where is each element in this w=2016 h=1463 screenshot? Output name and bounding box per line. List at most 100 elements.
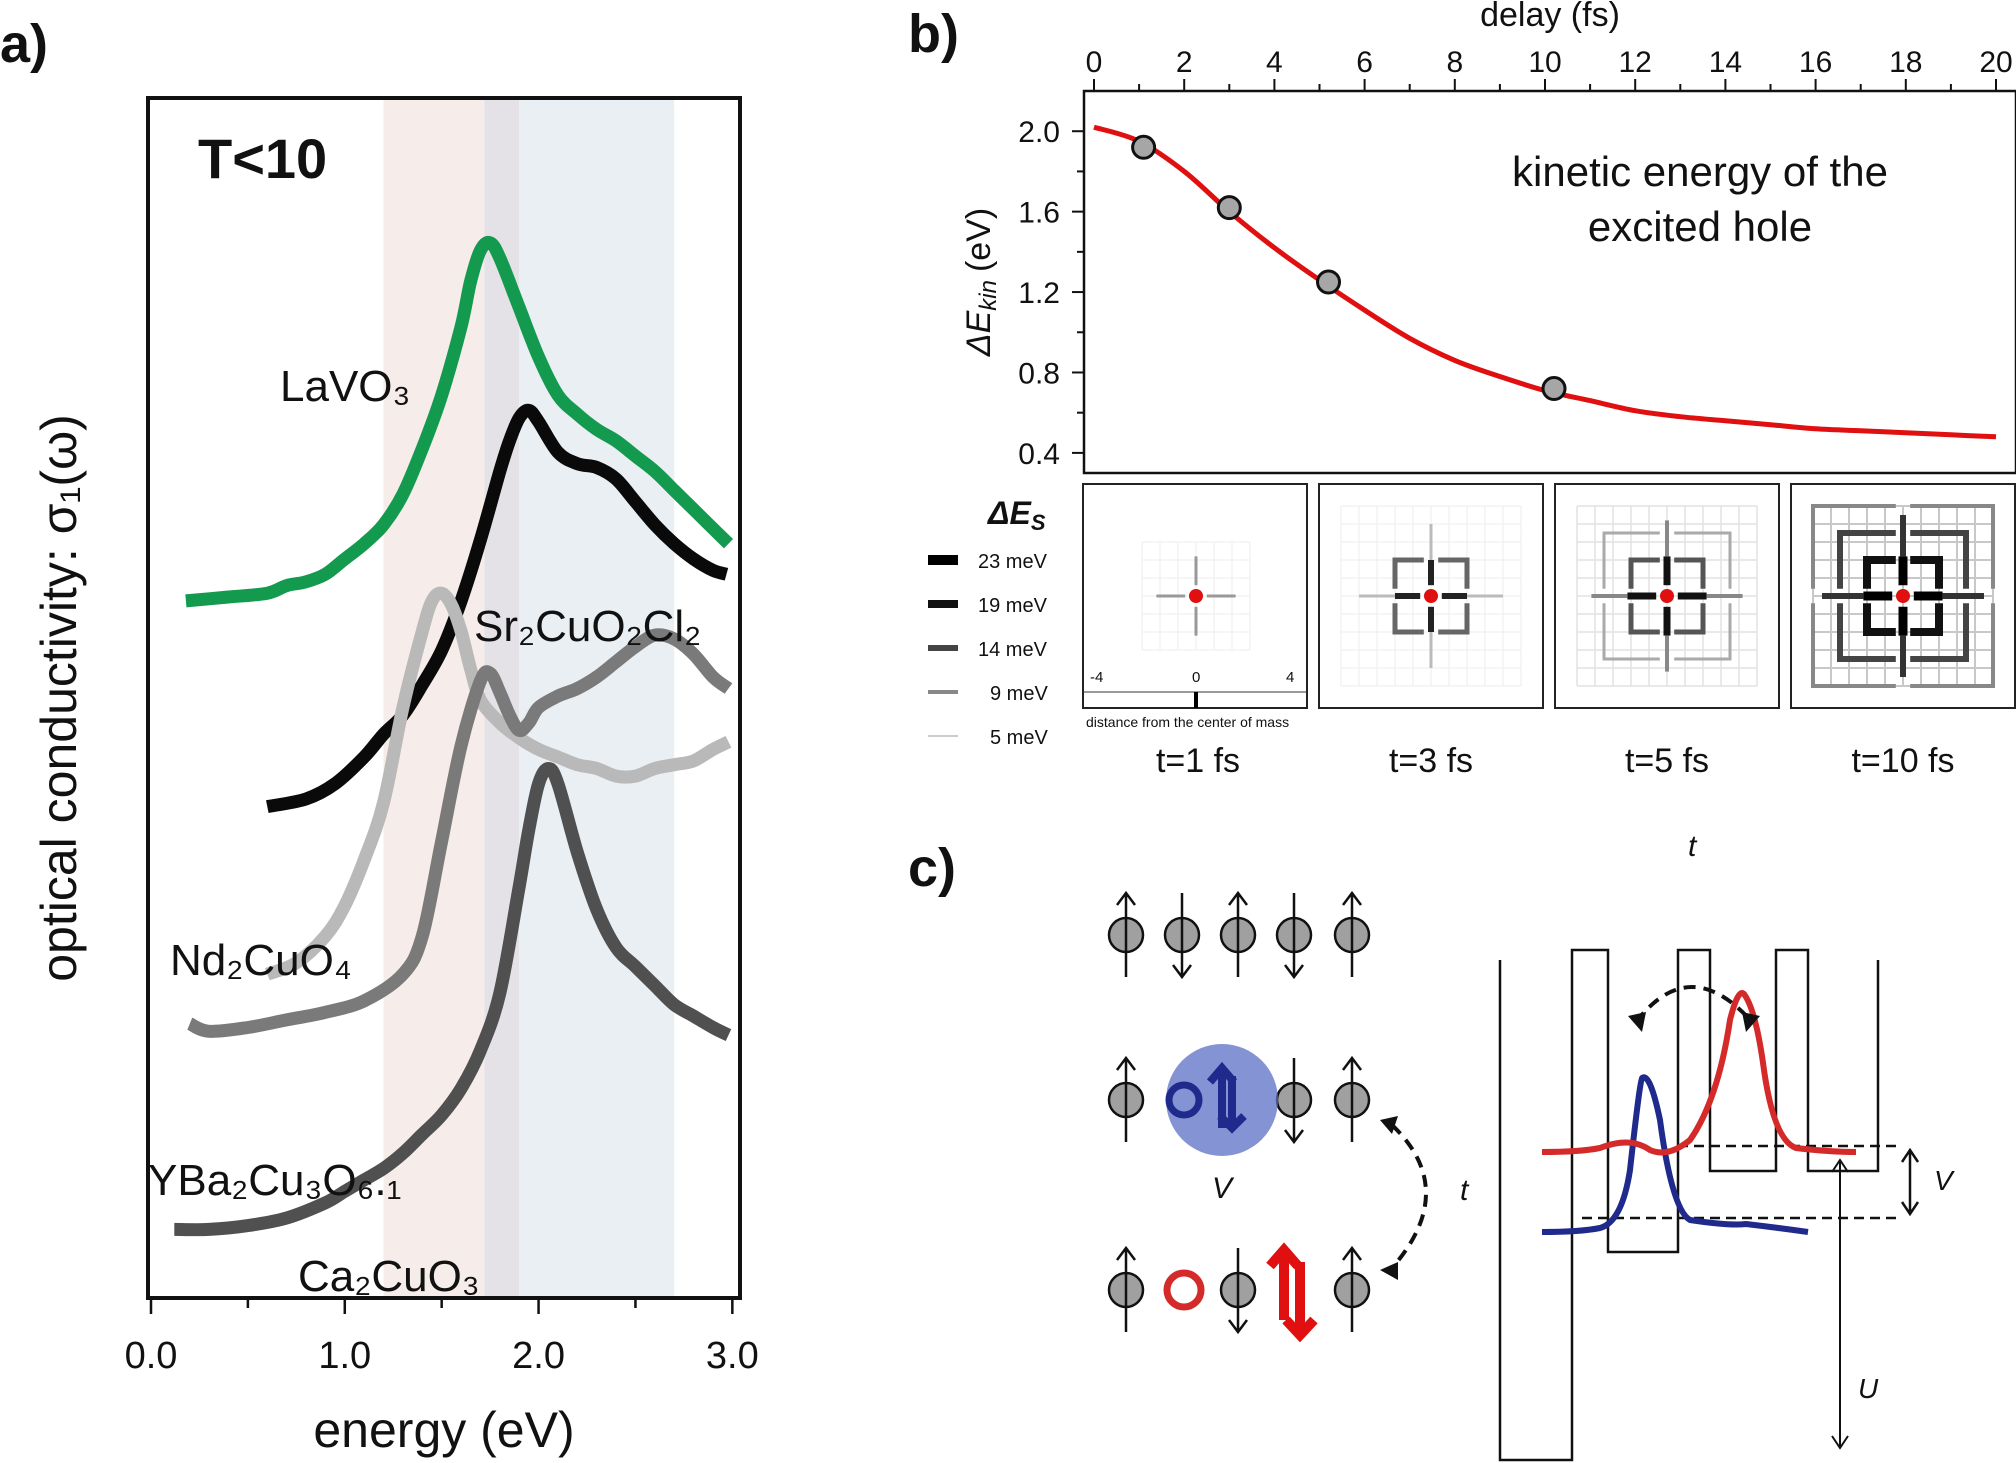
x-tick-label: 14 (1709, 46, 1742, 79)
spin-up-arrow (1116, 1055, 1136, 1142)
legend-item-5: 5 meV (990, 727, 1048, 749)
bond (1392, 603, 1424, 635)
energy-change-subscript: kin (975, 280, 1002, 311)
hopping-arrowhead-bottom (1380, 1262, 1398, 1280)
annotation-line-1: kinetic energy of the (1512, 148, 1888, 195)
map-tick-minus4: -4 (1090, 669, 1103, 686)
bond (1910, 603, 1969, 662)
map-axis-caption: distance from the center of mass (1086, 714, 1289, 730)
data-point (1316, 269, 1342, 295)
spin-up-arrow (1116, 1245, 1136, 1332)
y-tick-label: 2.0 (1018, 116, 1060, 149)
spin-chains (1107, 890, 1371, 1335)
hopping-arrow-side (1390, 1123, 1428, 1270)
x-tick-label: 0 (1086, 46, 1103, 79)
u-gap-arrow (1831, 1158, 1849, 1450)
map-tick-4: 4 (1286, 669, 1294, 686)
energy-change-axis: 0.4 0.8 1.2 1.6 2.0 (1018, 116, 1084, 471)
potential-wells (1498, 948, 1880, 1462)
conductivity-axis-label: optical conductivity: σ₁(ω) (31, 414, 87, 982)
spin-up-arrow (1342, 890, 1362, 977)
panel-b-chart: delay (fs) 0 2 4 6 8 10 12 14 16 18 20 0.4 0.8 1.2 1.… (928, 0, 2016, 780)
panel-a-label: a) (0, 14, 48, 74)
data-point (1541, 376, 1567, 402)
legend-title-symbol: ΔE (987, 495, 1032, 531)
spin-up-arrow (1116, 890, 1136, 977)
x-tick-label: 20 (1979, 46, 2012, 79)
delay-axis-label: delay (fs) (1480, 0, 1620, 34)
legend-title-subscript: S (1031, 510, 1046, 535)
bond (1674, 603, 1706, 635)
series-line (186, 628, 733, 1038)
bond (1811, 603, 1896, 688)
hole-marker-blue (1165, 1081, 1203, 1119)
bond (1392, 557, 1424, 589)
energy-axis-label: energy (eV) (313, 1402, 574, 1458)
v-gap-arrow (1900, 1147, 1920, 1217)
spin-up-arrow (1342, 1055, 1362, 1142)
bond (1910, 530, 1969, 589)
delay-axis: 0 2 4 6 8 10 12 14 16 18 20 (1086, 46, 2013, 91)
doublon-arrows-red (1266, 1242, 1318, 1343)
spin-up-arrow (1342, 1245, 1362, 1332)
bond (1837, 603, 1896, 662)
hole-center-marker (1896, 589, 1910, 603)
panel-a-frame (146, 96, 742, 1300)
energy-change-unit: (eV) (960, 208, 998, 272)
hole-marker-red (1163, 1269, 1205, 1311)
energy-bands (383, 100, 675, 1296)
x-tick-label: 6 (1356, 46, 1373, 79)
map-t3 (1318, 483, 1544, 709)
u-label: U (1858, 1373, 1879, 1404)
x-tick-label: 3.0 (706, 1335, 759, 1377)
annotation-line-2: excited hole (1588, 203, 1812, 250)
legend-item-14: 14 meV (978, 639, 1048, 661)
series-label-lavo3: LaVO₃ (280, 362, 410, 411)
legend-title: ΔES (987, 495, 1046, 535)
legend-item-9: 9 meV (990, 683, 1048, 705)
bond (1910, 556, 1943, 589)
panel-a-chart: T<10 0.0 1.0 2.0 3.0 energy (eV) optical co… (31, 96, 759, 1458)
bond (1910, 504, 1995, 589)
legend-item-23: 23 meV (978, 551, 1048, 573)
legend-item-19: 19 meV (978, 595, 1048, 617)
hole-distribution-maps: -4 0 4 distance from the center of mass (1082, 483, 2016, 780)
map-bonds-t1 (1141, 541, 1251, 651)
spin-up-arrow (1228, 890, 1248, 977)
bond (1674, 603, 1732, 661)
series-line (185, 235, 734, 608)
bond (1910, 603, 1943, 636)
hopping-arrow-top (1634, 985, 1754, 1024)
bond (1910, 603, 1995, 688)
map-caption-t1: t=1 fs (1156, 742, 1240, 780)
x-tick-label: 16 (1799, 46, 1832, 79)
x-tick-label: 8 (1446, 46, 1463, 79)
bond (1438, 603, 1470, 635)
bond (1811, 504, 1896, 589)
map-caption-t3: t=3 fs (1389, 742, 1473, 780)
spin-down-arrow (1284, 1058, 1304, 1145)
bond (1602, 531, 1660, 589)
x-tick-label: 18 (1889, 46, 1922, 79)
spin-down-arrow (1228, 1248, 1248, 1335)
hopping-arrowhead-left (1628, 1012, 1646, 1032)
map-caption-t5: t=5 fs (1625, 742, 1709, 780)
energy-change-axis-label: ΔEkin (eV) (960, 208, 1002, 357)
panel-c-schematic: V t V U t (1107, 830, 1955, 1462)
map-tick-0: 0 (1192, 669, 1200, 686)
wavefunction-blue (1541, 1074, 1809, 1235)
hopping-arrowhead-top (1380, 1116, 1398, 1134)
y-tick-label: 0.4 (1018, 438, 1060, 471)
map-caption-t10: t=10 fs (1851, 742, 1954, 780)
series-line (174, 762, 732, 1237)
y-tick-label: 1.2 (1018, 277, 1060, 310)
kinetic-energy-curve (1093, 124, 1997, 440)
x-tick-label: 2 (1176, 46, 1193, 79)
hole-center-marker (1660, 589, 1674, 603)
x-tick-label: 10 (1528, 46, 1561, 79)
bond (1674, 531, 1732, 589)
series-label-yba2cu3o61: YBa₂Cu₃O₆.₁ (148, 1156, 401, 1205)
conductivity-curves (174, 235, 734, 1237)
map-t5 (1554, 483, 1780, 709)
hopping-label-side: t (1460, 1174, 1470, 1207)
